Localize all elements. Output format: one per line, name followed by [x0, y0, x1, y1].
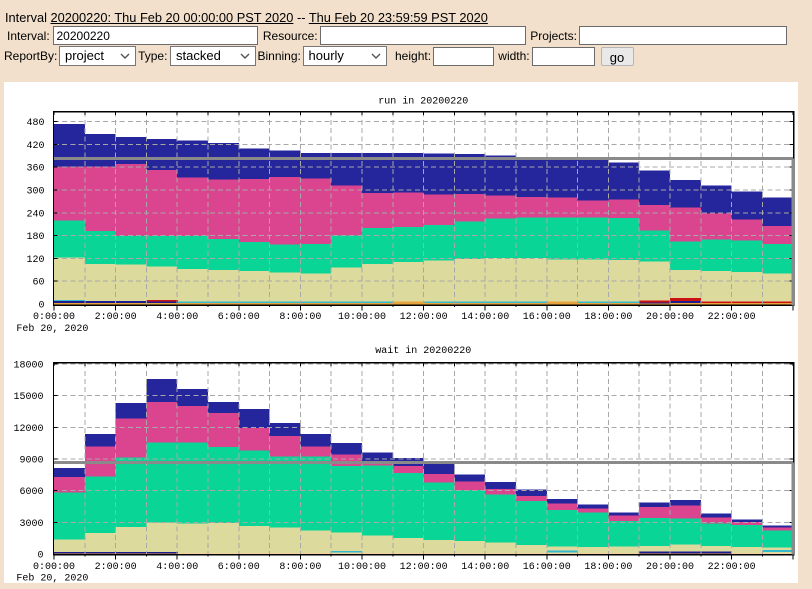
svg-text:360: 360: [26, 164, 44, 175]
svg-text:20:00:00: 20:00:00: [646, 312, 694, 323]
svg-text:6:00:00: 6:00:00: [218, 312, 260, 323]
svg-text:18:00:00: 18:00:00: [584, 312, 632, 323]
svg-text:8:00:00: 8:00:00: [279, 562, 321, 573]
svg-text:6000: 6000: [19, 487, 43, 498]
svg-text:240: 240: [26, 209, 44, 220]
svg-text:20:00:00: 20:00:00: [646, 562, 694, 573]
svg-text:wait in 20200220: wait in 20200220: [375, 345, 471, 357]
svg-text:18000: 18000: [13, 361, 43, 372]
svg-text:12:00:00: 12:00:00: [400, 562, 448, 573]
svg-text:10:00:00: 10:00:00: [338, 312, 386, 323]
svg-text:4:00:00: 4:00:00: [156, 562, 198, 573]
svg-text:16:00:00: 16:00:00: [523, 312, 571, 323]
svg-text:120: 120: [26, 255, 44, 266]
svg-text:22:00:00: 22:00:00: [708, 312, 756, 323]
svg-text:22:00:00: 22:00:00: [708, 562, 756, 573]
svg-text:12:00:00: 12:00:00: [400, 312, 448, 323]
svg-text:Feb 20, 2020: Feb 20, 2020: [16, 572, 88, 584]
svg-text:14:00:00: 14:00:00: [461, 562, 509, 573]
svg-text:420: 420: [26, 141, 44, 152]
svg-text:480: 480: [26, 118, 44, 129]
svg-text:2:00:00: 2:00:00: [95, 562, 137, 573]
svg-text:15000: 15000: [13, 392, 43, 403]
svg-text:run in 20200220: run in 20200220: [378, 95, 468, 107]
svg-text:2:00:00: 2:00:00: [95, 312, 137, 323]
svg-text:10:00:00: 10:00:00: [338, 562, 386, 573]
svg-text:18:00:00: 18:00:00: [584, 562, 632, 573]
svg-text:0:00:00: 0:00:00: [33, 562, 75, 573]
svg-text:8:00:00: 8:00:00: [279, 312, 321, 323]
svg-text:6:00:00: 6:00:00: [218, 562, 260, 573]
svg-text:4:00:00: 4:00:00: [156, 312, 198, 323]
svg-text:0:00:00: 0:00:00: [33, 312, 75, 323]
svg-text:12000: 12000: [13, 424, 43, 435]
svg-text:16:00:00: 16:00:00: [523, 562, 571, 573]
svg-text:0: 0: [38, 301, 44, 312]
svg-text:60: 60: [32, 278, 44, 289]
svg-text:14:00:00: 14:00:00: [461, 312, 509, 323]
svg-text:3000: 3000: [19, 519, 43, 530]
svg-text:9000: 9000: [19, 456, 43, 467]
svg-text:0: 0: [37, 551, 43, 562]
svg-text:180: 180: [26, 232, 44, 243]
svg-text:300: 300: [26, 187, 44, 198]
svg-text:Feb 20, 2020: Feb 20, 2020: [16, 323, 88, 335]
